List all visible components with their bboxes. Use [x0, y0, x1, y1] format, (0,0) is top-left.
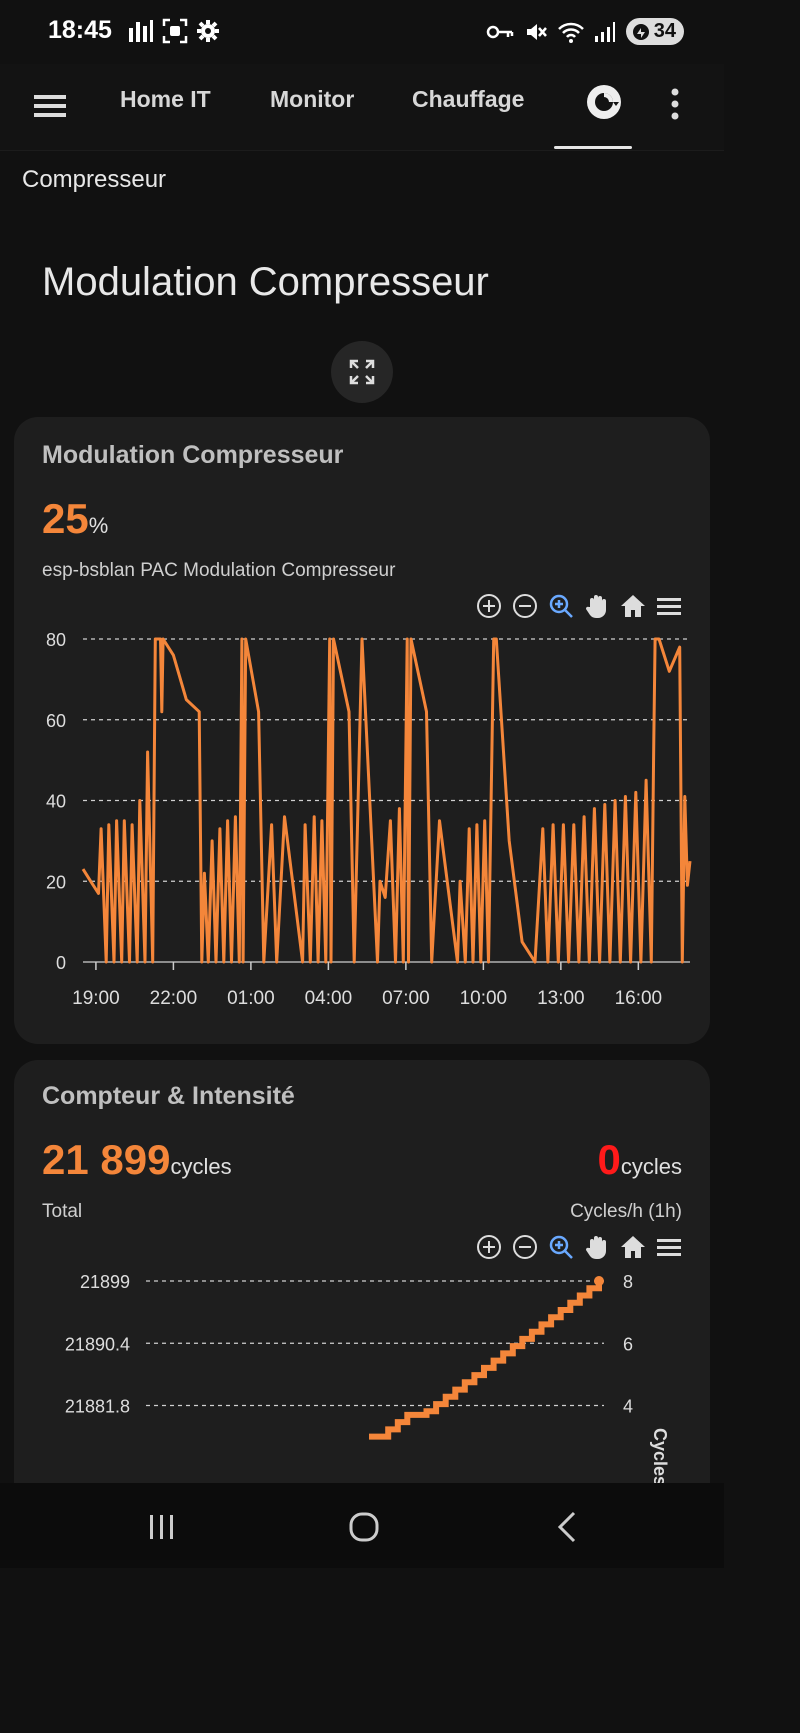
zoom-out-icon[interactable] — [512, 593, 538, 619]
battery-saver-icon — [632, 23, 649, 40]
active-tab-indicator — [554, 146, 632, 149]
pan-hand-icon[interactable] — [584, 1234, 610, 1260]
x-tick-label: 22:00 — [150, 988, 198, 1009]
reset-zoom-home-icon[interactable] — [620, 1234, 646, 1260]
home-icon[interactable] — [344, 1507, 384, 1547]
modulation-unit: % — [88, 513, 109, 538]
status-time: 18:45 — [48, 16, 112, 44]
x-tick-label: 16:00 — [615, 988, 663, 1009]
card-title: Compteur & Intensité — [42, 1082, 295, 1110]
chart-toolbar — [476, 1234, 682, 1260]
tab-monitor[interactable]: Monitor — [270, 86, 355, 112]
modulation-card: Modulation Compresseur 25% esp-bsblan PA… — [14, 417, 710, 1044]
back-icon[interactable] — [548, 1507, 588, 1547]
recent-apps-icon[interactable] — [142, 1507, 182, 1547]
battery-indicator: 34 — [625, 18, 684, 45]
system-nav-bar — [0, 1483, 724, 1568]
y2-tick-label: 4 — [623, 1397, 633, 1417]
y-tick-label: 40 — [46, 792, 66, 812]
y-tick-label: 21890.4 — [65, 1334, 130, 1354]
x-tick-label: 01:00 — [227, 988, 275, 1009]
battery-level: 34 — [653, 20, 676, 42]
zoom-in-icon[interactable] — [476, 1234, 502, 1260]
total-cycles: 21 899cycles — [42, 1136, 232, 1184]
zoom-out-icon[interactable] — [512, 1234, 538, 1260]
y2-tick-label: 6 — [623, 1334, 633, 1354]
pan-hand-icon[interactable] — [584, 593, 610, 619]
y-tick-label: 21881.8 — [65, 1397, 130, 1417]
status-left-icons — [128, 18, 220, 44]
expand-icon — [349, 359, 375, 385]
tab-chauffage[interactable]: Chauffage — [412, 86, 525, 112]
cycles-chart[interactable]: 21881.8 21890.4 21899 8 6 4 Cycles — [14, 1260, 710, 1520]
total-cycles-unit: cycles — [170, 1154, 232, 1179]
tab-home-it[interactable]: Home IT — [120, 86, 211, 112]
total-cycles-value: 21 899 — [42, 1136, 171, 1183]
last-point-marker — [594, 1276, 604, 1286]
y-tick-label: 21899 — [80, 1272, 130, 1292]
entity-name: esp-bsblan PAC Modulation Compresseur — [42, 560, 396, 581]
vpn-key-icon — [486, 25, 513, 38]
expand-button[interactable] — [331, 341, 393, 403]
status-bar: 18:45 34 — [0, 0, 724, 64]
card-title: Modulation Compresseur — [42, 441, 344, 469]
x-tick-label: 10:00 — [460, 988, 508, 1009]
y-tick-label: 60 — [46, 711, 66, 731]
status-right-icons: 34 — [486, 18, 684, 45]
modulation-value: 25 — [42, 495, 89, 542]
cell-signal-icon — [594, 21, 615, 42]
hamburger-menu-icon[interactable] — [30, 86, 70, 126]
selection-zoom-icon[interactable] — [548, 1234, 574, 1260]
signal-bars-icon — [129, 20, 153, 42]
mute-icon — [526, 23, 547, 40]
y-tick-label: 0 — [56, 953, 66, 973]
current-value: 25% — [42, 495, 108, 543]
chart-menu-icon[interactable] — [656, 593, 682, 619]
y-tick-label: 20 — [46, 872, 66, 892]
reset-zoom-home-icon[interactable] — [620, 593, 646, 619]
counter-card: Compteur & Intensité 21 899cycles Total … — [14, 1060, 710, 1520]
cycles-per-hour-value: 0 — [597, 1136, 621, 1183]
screenshot-icon — [162, 18, 188, 44]
page-title: Modulation Compresseur — [42, 260, 489, 304]
y2-axis-label: Cycles — [650, 1428, 670, 1486]
cycles-per-hour-label: Cycles/h (1h) — [570, 1201, 682, 1222]
section-title: Compresseur — [22, 166, 167, 193]
y-tick-label: 80 — [46, 630, 66, 650]
y2-tick-label: 8 — [623, 1272, 633, 1292]
tab-compressor-icon[interactable] — [582, 80, 626, 124]
more-options-icon[interactable] — [664, 82, 686, 126]
x-tick-label: 07:00 — [382, 988, 430, 1009]
x-tick-label: 04:00 — [305, 988, 353, 1009]
wifi-icon — [557, 22, 584, 43]
chart-toolbar — [476, 593, 682, 619]
gear-icon — [197, 20, 219, 42]
app-bar: Home IT Monitor Chauffage — [0, 64, 724, 151]
chart-menu-icon[interactable] — [656, 1234, 682, 1260]
cycles-per-hour: 0cycles — [598, 1136, 682, 1184]
cycles-per-hour-unit: cycles — [620, 1154, 682, 1179]
zoom-in-icon[interactable] — [476, 593, 502, 619]
x-tick-label: 13:00 — [537, 988, 585, 1009]
selection-zoom-icon[interactable] — [548, 593, 574, 619]
total-label: Total — [42, 1201, 83, 1222]
x-tick-label: 19:00 — [72, 988, 120, 1009]
modulation-chart[interactable]: 0 20 40 60 80 19:00 22:00 01:00 04:00 07:00 10:00 1… — [14, 617, 710, 1027]
modulation-series-line — [81, 637, 692, 964]
cycles-series-line — [369, 1281, 602, 1440]
